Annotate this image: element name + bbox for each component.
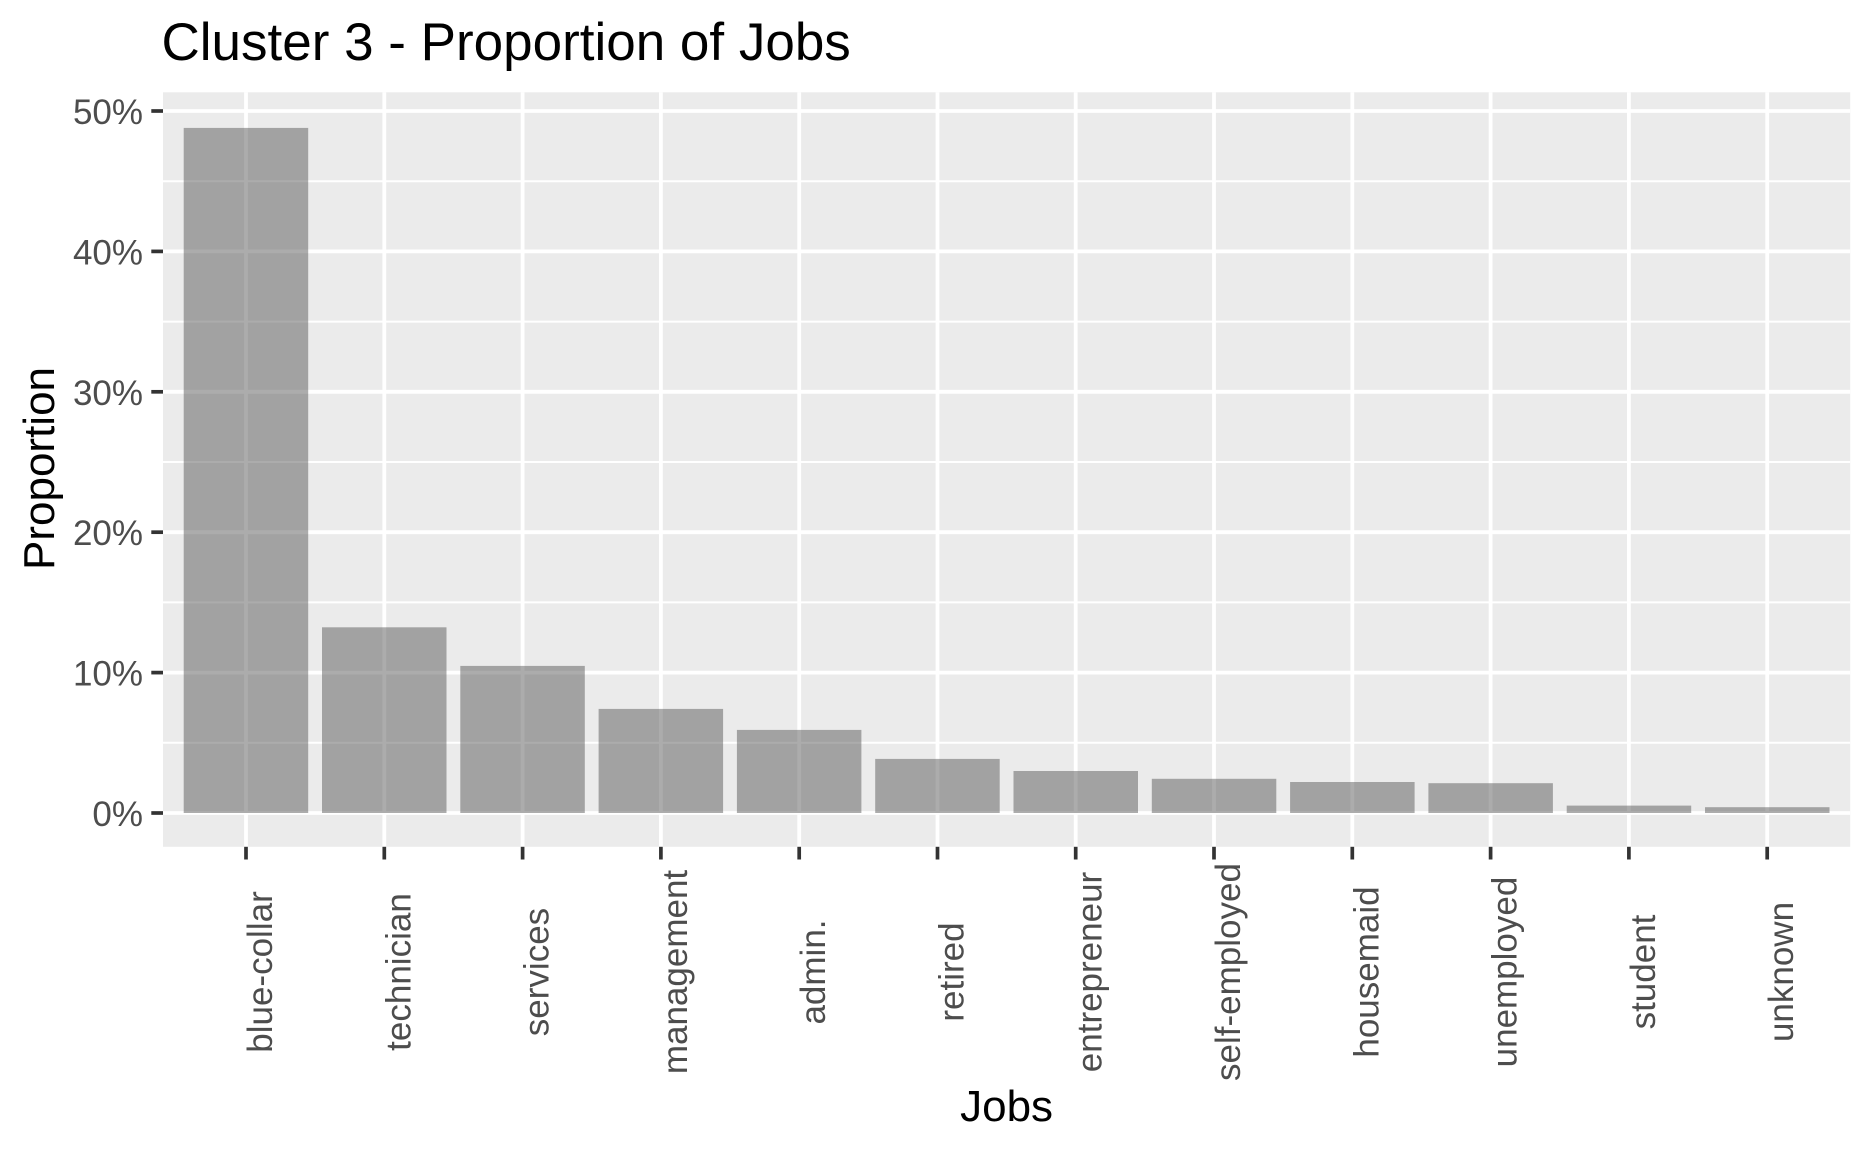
svg-text:student: student [1624, 914, 1663, 1029]
svg-text:services: services [518, 908, 557, 1036]
svg-text:blue-collar: blue-collar [241, 891, 280, 1053]
svg-text:30%: 30% [73, 374, 143, 413]
svg-text:management: management [656, 870, 695, 1075]
svg-text:Proportion: Proportion [15, 367, 64, 570]
svg-text:unknown: unknown [1762, 902, 1801, 1042]
svg-text:20%: 20% [73, 514, 143, 553]
svg-text:40%: 40% [73, 233, 143, 272]
svg-text:0%: 0% [92, 795, 143, 834]
svg-text:housemaid: housemaid [1347, 886, 1386, 1057]
svg-text:self-employed: self-employed [1209, 863, 1248, 1081]
svg-text:50%: 50% [73, 93, 143, 132]
svg-text:admin.: admin. [794, 919, 833, 1024]
svg-text:unemployed: unemployed [1486, 877, 1525, 1068]
svg-text:retired: retired [933, 922, 972, 1021]
svg-text:entrepreneur: entrepreneur [1071, 871, 1110, 1072]
svg-text:Jobs: Jobs [960, 1082, 1053, 1131]
svg-text:technician: technician [379, 893, 418, 1051]
svg-text:Cluster 3 - Proportion of Jobs: Cluster 3 - Proportion of Jobs [162, 13, 851, 72]
svg-text:10%: 10% [73, 655, 143, 694]
